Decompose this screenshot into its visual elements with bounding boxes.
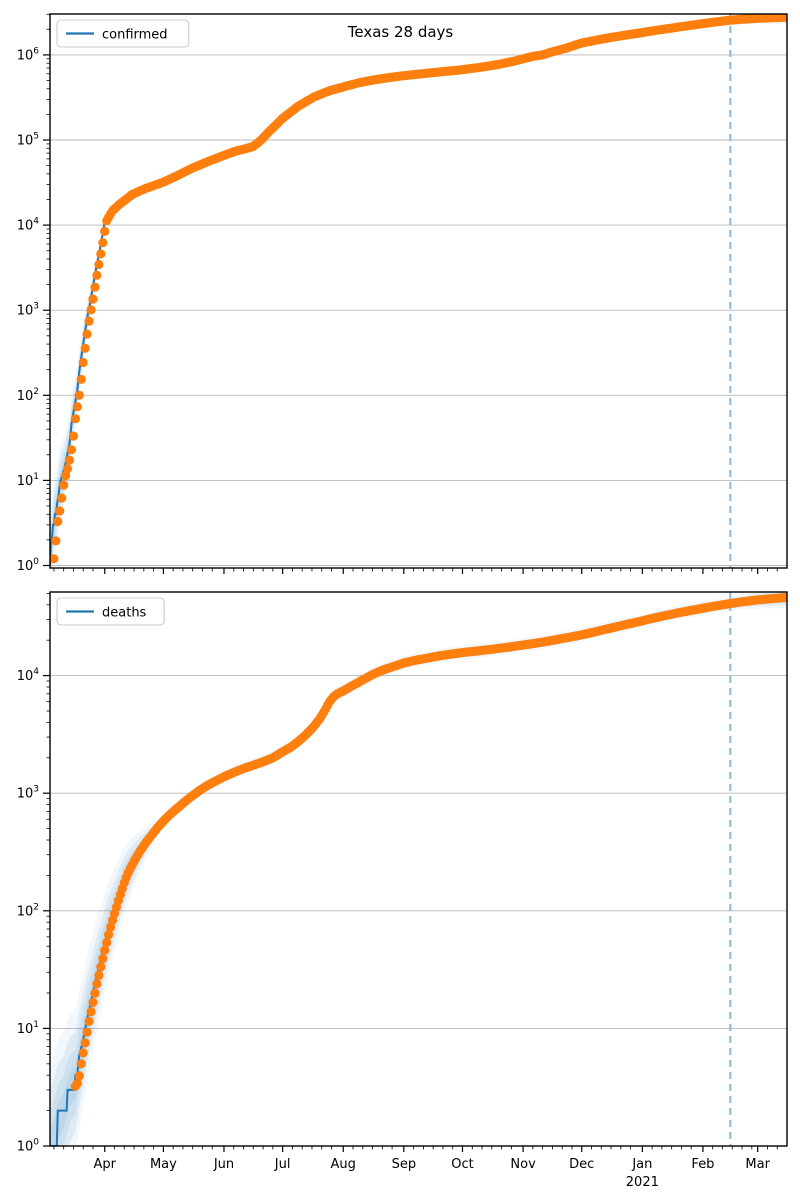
y-tick-label: 104 [17,667,40,684]
legend-box [56,19,190,48]
y-tick-label: 103 [17,785,39,802]
confidence-band [50,592,787,1146]
x-tick-label: Mar [745,1157,770,1172]
y-tick-label: 103 [17,302,39,319]
y-tick-label: 105 [17,132,39,149]
legend-deaths: deaths [56,597,165,626]
chart-title: Texas 28 days [347,23,454,41]
model-line [50,596,787,1146]
x-tick-label: May [150,1157,177,1172]
x-tick-label: Sep [392,1157,417,1172]
data-dots [50,14,787,564]
axes-frame [49,591,788,1147]
x-tick-label: Nov [510,1157,536,1172]
x-axis: Apr May Jun Jul Aug Sep Oct Nov Dec Jan 2021 Feb Mar [53,1146,778,1190]
x-tick-label: Aug [331,1157,356,1172]
model-line [50,16,787,566]
confidence-band [50,14,787,568]
x-tick-label: Jul [274,1157,291,1172]
y-tick-label: 106 [17,46,40,63]
y-tick-label: 100 [17,557,40,574]
legend-label: confirmed [102,28,168,43]
gridlines [50,54,787,566]
y-axis: 100 101 102 103 104 [17,593,50,1155]
x-axis [53,568,778,574]
gridlines [50,675,787,1147]
y-tick-label: 100 [17,1138,40,1155]
x-tick-label: Jan [631,1157,652,1172]
legend-box [56,597,165,626]
axes-frame [49,13,788,569]
x-tick-label: Oct [451,1157,473,1172]
x-tick-label: Apr [93,1157,116,1172]
y-axis: 100 101 102 103 104 105 106 [17,13,50,574]
y-tick-label: 104 [17,217,40,234]
deaths-chart: 100 101 102 103 104 Apr May Jun Jul Aug Sep Oct Nov D… [17,591,788,1190]
y-tick-label: 102 [17,387,39,404]
y-tick-label: 102 [17,902,39,919]
legend-confirmed: confirmed [56,19,190,48]
x-tick-label: Feb [691,1157,714,1172]
data-dots [70,592,787,1091]
confirmed-chart: 100 101 102 103 104 105 106 confirmed Texas 28 d… [17,13,788,574]
legend-label: deaths [102,606,147,621]
y-tick-label: 101 [17,1020,39,1037]
y-tick-label: 101 [17,472,39,489]
x-tick-label: Dec [569,1157,594,1172]
year-label: 2021 [626,1175,659,1190]
x-tick-label: Jun [213,1157,234,1172]
